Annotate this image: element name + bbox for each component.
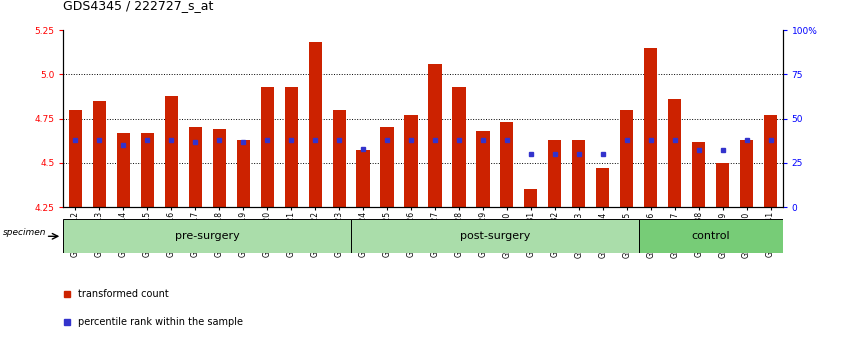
Bar <box>212 129 226 207</box>
Bar <box>351 219 639 253</box>
Bar <box>284 87 298 207</box>
Bar <box>644 48 657 207</box>
Text: post-surgery: post-surgery <box>459 231 530 241</box>
Bar <box>740 140 753 207</box>
Text: GDS4345 / 222727_s_at: GDS4345 / 222727_s_at <box>63 0 214 12</box>
Bar <box>764 115 777 207</box>
Bar <box>639 219 783 253</box>
Text: specimen: specimen <box>3 228 47 238</box>
Bar <box>404 115 418 207</box>
Bar <box>356 150 370 207</box>
Bar <box>453 87 465 207</box>
Bar <box>189 127 202 207</box>
Bar <box>525 189 537 207</box>
Bar <box>572 140 585 207</box>
Bar <box>548 140 562 207</box>
Bar <box>476 131 490 207</box>
Bar <box>668 99 681 207</box>
Bar <box>140 133 154 207</box>
Text: transformed count: transformed count <box>78 289 168 299</box>
Bar <box>332 110 346 207</box>
Text: pre-surgery: pre-surgery <box>175 231 239 241</box>
Bar <box>237 140 250 207</box>
Bar <box>69 110 82 207</box>
Bar <box>620 110 634 207</box>
Bar <box>261 87 274 207</box>
Bar <box>381 127 393 207</box>
Bar <box>63 219 351 253</box>
Bar <box>716 163 729 207</box>
Bar <box>596 168 609 207</box>
Bar <box>165 96 178 207</box>
Bar <box>692 142 706 207</box>
Bar <box>500 122 514 207</box>
Bar <box>93 101 106 207</box>
Bar <box>309 42 321 207</box>
Text: percentile rank within the sample: percentile rank within the sample <box>78 317 243 327</box>
Text: control: control <box>691 231 730 241</box>
Bar <box>428 64 442 207</box>
Bar <box>117 133 130 207</box>
